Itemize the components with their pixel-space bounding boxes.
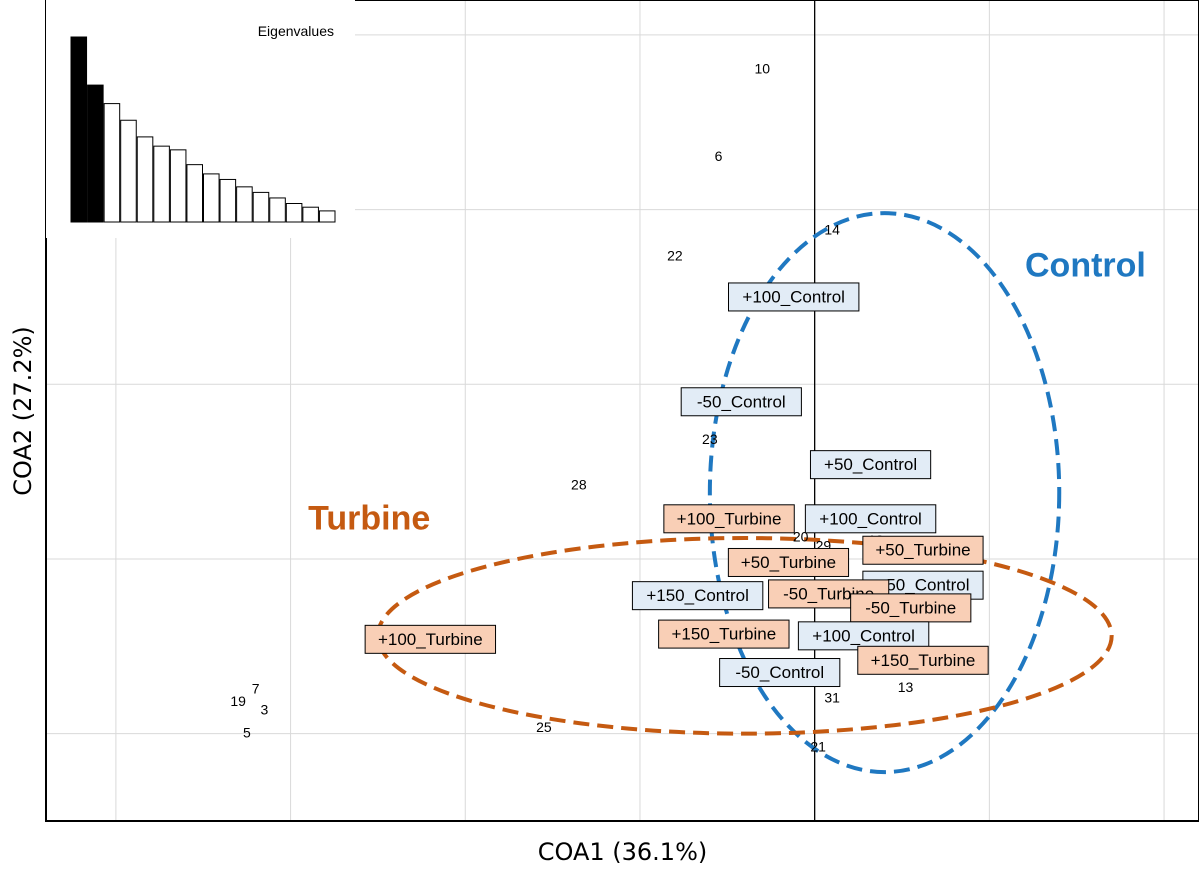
sample-label-text: +50_Turbine bbox=[875, 541, 970, 560]
sample-label-turbine: +150_Turbine bbox=[857, 645, 989, 675]
eigenvalue-bar bbox=[203, 173, 220, 223]
sample-label-text: +100_Control bbox=[819, 509, 922, 528]
eigenvalue-bar bbox=[136, 136, 154, 223]
eigenvalue-bar bbox=[87, 84, 104, 223]
sample-label-text: +50_Turbine bbox=[741, 553, 836, 572]
eigenvalue-bar bbox=[318, 210, 336, 223]
point-label: 23 bbox=[702, 431, 718, 447]
point-label: 14 bbox=[824, 221, 840, 237]
sample-label-box bbox=[658, 619, 790, 649]
point-label: 3 bbox=[260, 702, 268, 718]
eigenvalue-bar bbox=[103, 103, 121, 223]
eigenvalue-bar bbox=[219, 178, 237, 223]
eigenvalue-bar bbox=[269, 197, 286, 223]
sample-label-text: +150_Control bbox=[646, 586, 749, 605]
x-axis-label: COA1 (36.1%) bbox=[537, 838, 708, 866]
point-label: 10 bbox=[754, 61, 770, 77]
sample-label-box bbox=[727, 547, 850, 577]
sample-label-text: -50_Turbine bbox=[865, 598, 956, 617]
sample-label-box bbox=[728, 282, 860, 312]
sample-label-text: +150_Turbine bbox=[671, 625, 776, 644]
y-axis-label: COA2 (27.2%) bbox=[9, 326, 37, 496]
eigenvalue-bar bbox=[186, 164, 203, 223]
eigenvalue-bar bbox=[285, 203, 303, 223]
sample-label-turbine: +100_Turbine bbox=[663, 504, 795, 534]
sample-label-box bbox=[364, 624, 497, 654]
point-labels: 1061422232820291219735258311321 bbox=[230, 61, 913, 755]
inset-title: Eigenvalues bbox=[258, 23, 334, 39]
sample-label-text: +50_Control bbox=[876, 576, 969, 595]
sample-label-box bbox=[663, 504, 795, 534]
ellipse-control bbox=[707, 211, 1062, 775]
sample-label-text: +150_Turbine bbox=[871, 651, 976, 670]
sample-label-turbine: -50_Turbine bbox=[850, 593, 972, 623]
sample-label-control: -50_Control bbox=[719, 658, 841, 688]
sample-label-turbine: +50_Turbine bbox=[862, 535, 984, 565]
sample-label-text: -50_Control bbox=[697, 392, 786, 411]
sample-label-box bbox=[797, 621, 930, 651]
point-label: 25 bbox=[536, 719, 552, 735]
sample-label-box bbox=[680, 387, 802, 417]
sample-label-box bbox=[631, 581, 764, 611]
point-label: 28 bbox=[571, 476, 587, 492]
sample-label-text: +100_Turbine bbox=[378, 630, 483, 649]
eigenvalue-bar bbox=[252, 191, 270, 223]
point-label: 13 bbox=[898, 679, 914, 695]
sample-labels: +100_Control -50_Control +50_Control +100_T… bbox=[364, 282, 989, 688]
point-label: 19 bbox=[230, 693, 246, 709]
sample-label-control: +100_Control bbox=[797, 621, 930, 651]
sample-label-text: +100_Control bbox=[812, 626, 915, 645]
sample-label-control: +100_Control bbox=[728, 282, 860, 312]
sample-label-control: +100_Control bbox=[804, 504, 937, 534]
group-label-turbine: Turbine bbox=[308, 499, 431, 538]
point-label: 7 bbox=[252, 681, 260, 697]
sample-label-box bbox=[809, 450, 932, 480]
sample-label-turbine: +100_Turbine bbox=[364, 624, 497, 654]
eigenvalue-bar bbox=[153, 145, 170, 223]
sample-label-text: -50_Control bbox=[735, 663, 824, 682]
eigenvalue-bar bbox=[70, 36, 88, 223]
sample-label-text: +100_Turbine bbox=[677, 509, 782, 528]
sample-label-control: +50_Control bbox=[809, 450, 932, 480]
sample-label-box bbox=[804, 504, 937, 534]
sample-label-turbine: +150_Turbine bbox=[658, 619, 790, 649]
eigenvalues-inset: Eigenvalues bbox=[46, 0, 355, 238]
eigenvalue-bar bbox=[169, 149, 187, 223]
sample-label-box bbox=[857, 645, 989, 675]
sample-label-control: -50_Control bbox=[680, 387, 802, 417]
point-label: 31 bbox=[824, 689, 840, 705]
eigenvalue-bar bbox=[236, 186, 253, 223]
point-label: 20 bbox=[793, 529, 809, 545]
plot-frame bbox=[45, 0, 1199, 822]
point-label: 5 bbox=[243, 724, 251, 740]
sample-label-box bbox=[850, 593, 972, 623]
sample-label-box bbox=[862, 535, 984, 565]
point-label: 21 bbox=[810, 738, 826, 754]
sample-label-box bbox=[719, 658, 841, 688]
sample-label-text: +50_Control bbox=[824, 455, 917, 474]
eigenvalue-bar bbox=[120, 119, 137, 223]
sample-label-text: +100_Control bbox=[742, 287, 845, 306]
sample-label-control: +150_Control bbox=[631, 581, 764, 611]
sample-label-turbine: +50_Turbine bbox=[727, 547, 850, 577]
group-label-control: Control bbox=[1025, 246, 1146, 284]
point-label: 6 bbox=[715, 148, 723, 164]
point-label: 22 bbox=[667, 247, 683, 263]
eigenvalue-bar bbox=[302, 206, 319, 223]
